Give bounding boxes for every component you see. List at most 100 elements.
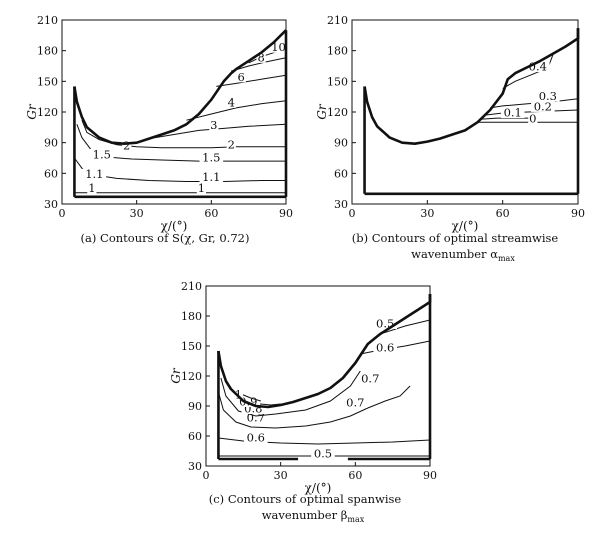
plot-frame — [205, 285, 431, 467]
contour-label-bg — [226, 138, 236, 150]
contour-line — [231, 57, 287, 72]
contour-label: 0.1 — [504, 106, 522, 120]
x-tick-label: 30 — [130, 207, 144, 220]
contour-label: 0.7 — [346, 396, 364, 410]
contour-label-bg — [241, 403, 266, 414]
y-tick-label: 210 — [327, 14, 348, 27]
x-axis-label: χ/(°) — [305, 481, 332, 495]
contour-label: 0.6 — [247, 431, 265, 445]
contour-label: 1 — [88, 181, 95, 195]
contour-label: 0.5 — [376, 317, 394, 331]
y-axis-label: Gr — [169, 367, 183, 384]
x-tick-label: 60 — [348, 469, 362, 482]
contour-label-bg — [199, 171, 224, 183]
x-tick-label: 60 — [204, 207, 218, 220]
contour-label-bg — [373, 342, 397, 353]
x-tick-label: 30 — [420, 207, 434, 220]
x-tick-label: 0 — [349, 207, 356, 220]
y-tick-label: 120 — [181, 370, 202, 383]
y-tick-label: 90 — [334, 137, 348, 150]
contour-line — [76, 124, 286, 162]
contour-label: 6 — [238, 70, 245, 84]
panel-caption-line2-text: wavenumber β — [262, 508, 348, 522]
contour-label-bg — [226, 96, 236, 108]
x-tick-label: 30 — [274, 469, 288, 482]
contour-label-bg — [270, 41, 287, 53]
panel-caption-line1: (b) Contours of optimal streamwise — [352, 231, 559, 245]
contour-label-bg — [196, 182, 206, 194]
contour-line — [380, 319, 431, 335]
contour-label-bg — [87, 182, 97, 194]
x-axis-label: χ/(°) — [161, 219, 188, 233]
panel-caption-line1: (c) Contours of optimal spanwise — [209, 492, 402, 506]
contour-label-bg — [311, 448, 335, 459]
y-tick-label: 150 — [37, 75, 58, 88]
contour-label-bg — [500, 107, 525, 119]
domain-boundary — [363, 28, 580, 145]
contour-label: 1.1 — [202, 170, 220, 184]
y-tick-label: 60 — [188, 430, 202, 443]
y-tick-label: 150 — [327, 75, 348, 88]
panel-caption-line2: wavenumber βmax — [262, 508, 365, 524]
x-tick-label: 90 — [279, 207, 293, 220]
contour-label-bg — [531, 100, 555, 112]
contour-label-bg — [90, 148, 114, 160]
y-tick-label: 180 — [37, 45, 58, 58]
contour-label: 1.5 — [202, 151, 220, 165]
y-tick-label: 30 — [334, 198, 348, 211]
y-axis-label: Gr — [25, 103, 39, 120]
y-tick-label: 210 — [37, 14, 58, 27]
contour-label: 0.3 — [539, 89, 557, 103]
x-tick-label: 60 — [496, 207, 510, 220]
y-tick-label: 150 — [181, 340, 202, 353]
x-tick-label: 90 — [423, 469, 437, 482]
y-tick-label: 180 — [327, 45, 348, 58]
contour-label-bg — [243, 432, 268, 443]
contour-line — [216, 74, 287, 87]
y-tick-label: 120 — [327, 106, 348, 119]
contour-label: 1.5 — [93, 147, 111, 161]
contour-label: 1 — [198, 181, 205, 195]
y-tick-label: 90 — [188, 400, 202, 413]
contour-label: 8 — [257, 50, 264, 64]
contour-label-bg — [236, 71, 246, 83]
panel-caption-subscript: max — [347, 515, 364, 524]
panel-caption-subscript: max — [498, 254, 515, 263]
contour-label-bg — [526, 61, 550, 73]
contour-label-bg — [199, 152, 224, 164]
contour-label: 3 — [210, 118, 217, 132]
contour-line — [490, 98, 579, 109]
contour-label: 0.2 — [534, 99, 552, 113]
contour-label: 4 — [228, 95, 235, 109]
contour-line — [186, 100, 287, 121]
contour-label-bg — [236, 396, 261, 407]
contour-line — [485, 109, 579, 116]
x-tick-label: 0 — [203, 469, 210, 482]
panel-caption-line2-text: wavenumber α — [411, 247, 498, 261]
domain-boundary — [217, 294, 432, 409]
x-tick-label: 90 — [571, 207, 585, 220]
contour-line — [480, 117, 533, 120]
contour-label-bg — [536, 90, 560, 102]
panel-caption: (a) Contours of S(χ, Gr, 0.72) — [81, 231, 250, 245]
contour-line — [81, 120, 286, 149]
contour-label: 1.1 — [85, 167, 103, 181]
y-tick-label: 60 — [334, 167, 348, 180]
contour-label-bg — [256, 51, 266, 63]
contour-label-bg — [373, 318, 397, 329]
x-tick-label: 0 — [59, 207, 66, 220]
contour-label: 2 — [123, 138, 130, 152]
contour-line — [217, 385, 411, 429]
contour-label-bg — [243, 412, 268, 423]
x-axis-label: χ/(°) — [452, 219, 479, 233]
y-axis-label: Gr — [315, 103, 329, 120]
y-tick-label: 60 — [44, 167, 58, 180]
contour-label-bg — [528, 113, 538, 125]
y-tick-label: 210 — [181, 280, 202, 293]
y-tick-label: 30 — [188, 460, 202, 473]
y-tick-label: 90 — [44, 137, 58, 150]
contour-label-bg — [82, 168, 107, 180]
contour-line — [218, 437, 431, 445]
